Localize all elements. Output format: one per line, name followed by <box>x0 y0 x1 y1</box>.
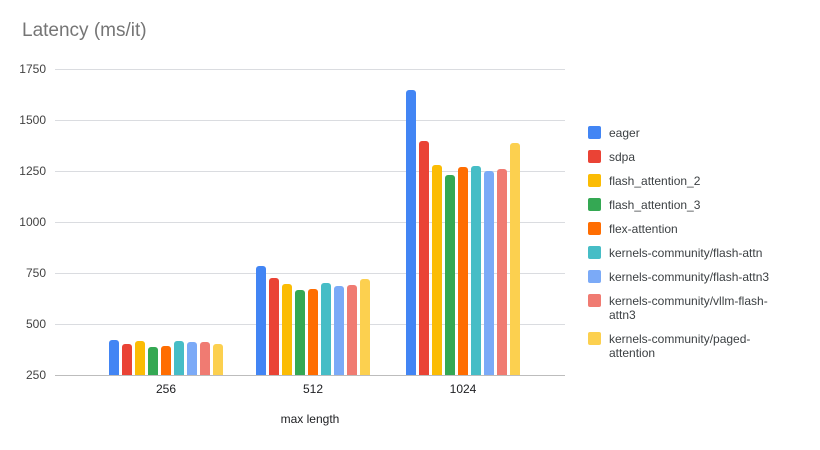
bar-512-eager <box>256 265 266 375</box>
y-tick-label: 1750 <box>19 62 46 76</box>
legend-swatch-icon <box>588 246 601 259</box>
bar-1024-kernels-community/flash-attn3 <box>484 171 494 375</box>
legend-swatch-icon <box>588 174 601 187</box>
gridline <box>55 171 565 172</box>
bar-256-kernels-community/vllm-flash-attn3 <box>200 342 210 375</box>
legend-swatch-icon <box>588 126 601 139</box>
bar-1024-eager <box>406 90 416 375</box>
legend-label: flash_attention_3 <box>609 198 701 212</box>
bar-1024-flash_attention_3 <box>445 175 455 375</box>
bar-1024-sdpa <box>419 141 429 375</box>
bar-512-flash_attention_2 <box>282 284 292 375</box>
legend-label: kernels-community/paged-attention <box>609 332 751 360</box>
bar-512-kernels-community/vllm-flash-attn3 <box>347 285 357 375</box>
plot-area <box>55 69 565 376</box>
bar-group-512 <box>256 69 370 375</box>
legend-item: flash_attention_2 <box>588 174 786 188</box>
bar-256-flash_attention_2 <box>135 341 145 375</box>
legend-swatch-icon <box>588 270 601 283</box>
bar-512-flash_attention_3 <box>295 290 305 375</box>
bar-1024-flex-attention <box>458 166 468 375</box>
legend-label: kernels-community/flash-attn <box>609 246 763 260</box>
x-category-label-256: 256 <box>155 382 177 396</box>
y-tick-label: 750 <box>25 266 46 280</box>
legend-swatch-icon <box>588 332 601 345</box>
legend-item: flash_attention_3 <box>588 198 786 212</box>
y-tick-label: 1250 <box>19 164 46 178</box>
legend-item: kernels-community/paged-attention <box>588 332 786 360</box>
gridline <box>55 69 565 70</box>
legend-label: sdpa <box>609 150 636 164</box>
legend-label: kernels-community/vllm-flash-attn3 <box>609 294 768 322</box>
bar-512-kernels-community/flash-attn3 <box>334 286 344 375</box>
gridline <box>55 222 565 223</box>
y-tick-label: 1000 <box>19 215 46 229</box>
bar-1024-kernels-community/paged-attention <box>510 143 520 375</box>
bar-512-kernels-community/paged-attention <box>360 279 370 375</box>
bar-1024-flash_attention_2 <box>432 164 442 375</box>
legend: eager sdpa flash_attention_2 flash_attentio… <box>588 126 786 360</box>
legend-label: flash_attention_2 <box>609 174 701 188</box>
legend-swatch-icon <box>588 150 601 163</box>
legend-item: kernels-community/flash-attn3 <box>588 270 786 284</box>
legend-label: kernels-community/flash-attn3 <box>609 270 770 284</box>
chart-title: Latency (ms/it) <box>22 20 147 41</box>
bar-256-kernels-community/flash-attn3 <box>187 342 197 375</box>
bar-256-sdpa <box>122 344 132 375</box>
legend-swatch-icon <box>588 294 601 307</box>
bar-group-256 <box>109 69 223 375</box>
bar-256-kernels-community/paged-attention <box>213 344 223 375</box>
y-tick-label: 1500 <box>19 113 46 127</box>
legend-item: kernels-community/vllm-flash-attn3 <box>588 294 786 322</box>
x-category-label-512: 512 <box>302 382 324 396</box>
legend-item: kernels-community/flash-attn <box>588 246 786 260</box>
bar-256-eager <box>109 340 119 375</box>
legend-swatch-icon <box>588 198 601 211</box>
bar-512-flex-attention <box>308 289 318 375</box>
bar-group-1024 <box>406 69 520 375</box>
legend-item: sdpa <box>588 150 786 164</box>
legend-item: eager <box>588 126 786 140</box>
x-axis-baseline <box>55 375 565 376</box>
x-axis-title: max length <box>280 412 340 426</box>
legend-label: flex-attention <box>609 222 678 236</box>
bar-512-kernels-community/flash-attn <box>321 283 331 375</box>
bar-1024-kernels-community/flash-attn <box>471 165 481 375</box>
legend-label: eager <box>609 126 640 140</box>
legend-item: flex-attention <box>588 222 786 236</box>
bar-256-flex-attention <box>161 346 171 375</box>
bar-256-flash_attention_3 <box>148 347 158 375</box>
bar-512-sdpa <box>269 278 279 375</box>
legend-swatch-icon <box>588 222 601 235</box>
x-category-label-1024: 1024 <box>449 382 477 396</box>
y-tick-label: 250 <box>25 368 46 382</box>
bar-256-kernels-community/flash-attn <box>174 341 184 375</box>
gridline <box>55 120 565 121</box>
gridline <box>55 273 565 274</box>
y-tick-label: 500 <box>25 317 46 331</box>
bar-1024-kernels-community/vllm-flash-attn3 <box>497 168 507 375</box>
